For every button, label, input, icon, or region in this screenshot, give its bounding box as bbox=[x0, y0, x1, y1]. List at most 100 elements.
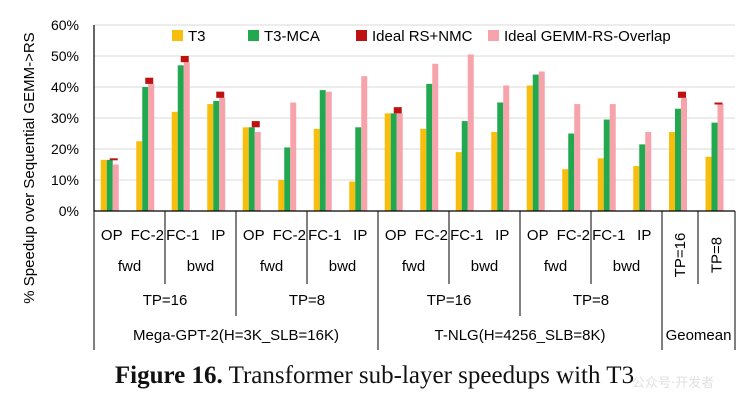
tp-group-label: TP=16 bbox=[143, 292, 188, 309]
figure-caption: Figure 16. Transformer sub-layer speedup… bbox=[0, 362, 749, 390]
bar-ideal-overlap bbox=[325, 91, 332, 211]
x-category-label: FC-1 bbox=[166, 227, 199, 244]
x-category-label: FC-2 bbox=[415, 227, 448, 244]
bar-ideal-rs-nmc bbox=[393, 107, 402, 114]
bar-t3-mca bbox=[106, 159, 113, 211]
model-group-label: T-NLG(H=4256_SLB=8K) bbox=[435, 327, 606, 344]
bar-ideal-overlap bbox=[396, 113, 403, 211]
x-category-label: OP bbox=[243, 227, 265, 244]
bar-t3-mca bbox=[355, 127, 362, 211]
bar-t3 bbox=[136, 141, 143, 211]
direction-label: fwd bbox=[544, 258, 567, 275]
bar-t3-mca bbox=[568, 133, 575, 211]
bar-t3 bbox=[242, 127, 249, 211]
x-category-label: FC-2 bbox=[557, 227, 590, 244]
y-tick-label: 10% bbox=[51, 172, 79, 188]
bar-ideal-overlap bbox=[112, 164, 119, 211]
bar-t3-mca bbox=[532, 74, 539, 211]
bar-t3-mca bbox=[675, 108, 681, 211]
bar-t3 bbox=[384, 113, 391, 211]
bar-t3-mca bbox=[319, 90, 326, 211]
x-category-label: OP bbox=[527, 227, 549, 244]
chart-axes bbox=[93, 25, 736, 350]
x-category-label: IP bbox=[353, 227, 367, 244]
legend-swatch bbox=[248, 30, 259, 41]
x-category-label: IP bbox=[637, 227, 651, 244]
bar-t3 bbox=[455, 152, 462, 211]
tp-group-label: TP=8 bbox=[289, 292, 325, 309]
bar-ideal-rs-nmc bbox=[216, 91, 225, 98]
bar-t3 bbox=[100, 159, 107, 211]
bar-ideal-overlap bbox=[681, 97, 687, 211]
x-category-label: TP=16 bbox=[672, 233, 689, 278]
x-category-label: FC-1 bbox=[592, 227, 625, 244]
bar-t3 bbox=[491, 131, 498, 211]
bar-ideal-overlap bbox=[432, 63, 439, 211]
model-group-label: Mega-GPT-2(H=3K_SLB=16K) bbox=[133, 327, 339, 344]
bar-ideal-overlap bbox=[183, 62, 190, 212]
chart-bars bbox=[100, 54, 724, 212]
x-category-label: FC-1 bbox=[308, 227, 341, 244]
bar-t3 bbox=[597, 158, 604, 211]
x-category-label: IP bbox=[211, 227, 225, 244]
bar-t3-mca bbox=[248, 127, 255, 211]
tp-group-label: TP=8 bbox=[573, 292, 609, 309]
caption-label: Figure 16. bbox=[114, 362, 223, 389]
legend-entry: Ideal RS+NMC bbox=[372, 28, 473, 45]
bar-t3-mca bbox=[497, 102, 504, 211]
x-category-label: TP=8 bbox=[709, 237, 726, 273]
bar-t3 bbox=[278, 180, 285, 211]
y-axis-label: % Speedup over Sequential GEMM->RS bbox=[21, 32, 38, 303]
bar-ideal-overlap bbox=[717, 104, 724, 211]
bar-t3 bbox=[562, 169, 569, 211]
chart-gridlines bbox=[94, 24, 735, 181]
bar-t3 bbox=[705, 156, 712, 211]
bar-ideal-overlap bbox=[467, 54, 474, 212]
y-tick-label: 20% bbox=[51, 141, 79, 157]
bar-ideal-rs-nmc bbox=[145, 77, 154, 84]
bar-t3-mca bbox=[213, 100, 220, 211]
bar-t3-mca bbox=[390, 113, 397, 211]
bar-ideal-overlap bbox=[254, 131, 261, 211]
bar-t3 bbox=[313, 128, 320, 211]
bar-ideal-overlap bbox=[574, 104, 581, 211]
bar-ideal-overlap bbox=[538, 71, 545, 211]
direction-label: fwd bbox=[118, 258, 141, 275]
bar-ideal-overlap bbox=[148, 83, 155, 211]
bar-t3 bbox=[526, 85, 533, 211]
tp-group-label: TP=16 bbox=[427, 292, 472, 309]
y-tick-label: 60% bbox=[51, 17, 79, 33]
bar-ideal-rs-nmc bbox=[251, 121, 260, 128]
x-category-label: OP bbox=[101, 227, 123, 244]
legend-swatch bbox=[356, 30, 367, 41]
bar-ideal-overlap bbox=[361, 76, 368, 212]
bar-t3-mca bbox=[639, 144, 646, 211]
watermark: 公众号·开发者 bbox=[632, 376, 715, 391]
x-category-label: FC-2 bbox=[273, 227, 306, 244]
bar-t3-mca bbox=[177, 65, 184, 211]
direction-label: fwd bbox=[402, 258, 425, 275]
legend-entry: Ideal GEMM-RS-Overlap bbox=[504, 28, 671, 45]
bar-t3-mca bbox=[284, 147, 291, 211]
y-tick-labels: 0% 10% 20% 30% 40% 50% 60% bbox=[51, 17, 79, 219]
bar-t3-mca bbox=[603, 119, 610, 211]
bar-t3 bbox=[207, 104, 214, 211]
caption-text: Transformer sub-layer speedups with T3 bbox=[222, 362, 635, 389]
bar-ideal-rs-nmc bbox=[180, 56, 189, 63]
x-category-label: IP bbox=[495, 227, 509, 244]
bar-t3-mca bbox=[711, 122, 718, 211]
bar-ideal-overlap bbox=[290, 102, 297, 211]
y-tick-label: 50% bbox=[51, 48, 79, 64]
bar-t3 bbox=[669, 131, 675, 211]
direction-label: bwd bbox=[187, 258, 215, 275]
bar-t3 bbox=[633, 166, 640, 211]
legend-swatch bbox=[172, 30, 183, 41]
x-category-label: OP bbox=[385, 227, 407, 244]
bar-t3 bbox=[349, 181, 356, 211]
model-group-label: Geomean bbox=[666, 327, 732, 344]
bar-ideal-rs-nmc bbox=[714, 102, 723, 105]
direction-label: bwd bbox=[329, 258, 357, 275]
bar-t3-mca bbox=[142, 87, 149, 211]
x-category-labels: OP FC-2 FC-1 IP OP FC-2 FC-1 IP OP FC-2 FC-1 IP OP FC… bbox=[101, 227, 726, 277]
